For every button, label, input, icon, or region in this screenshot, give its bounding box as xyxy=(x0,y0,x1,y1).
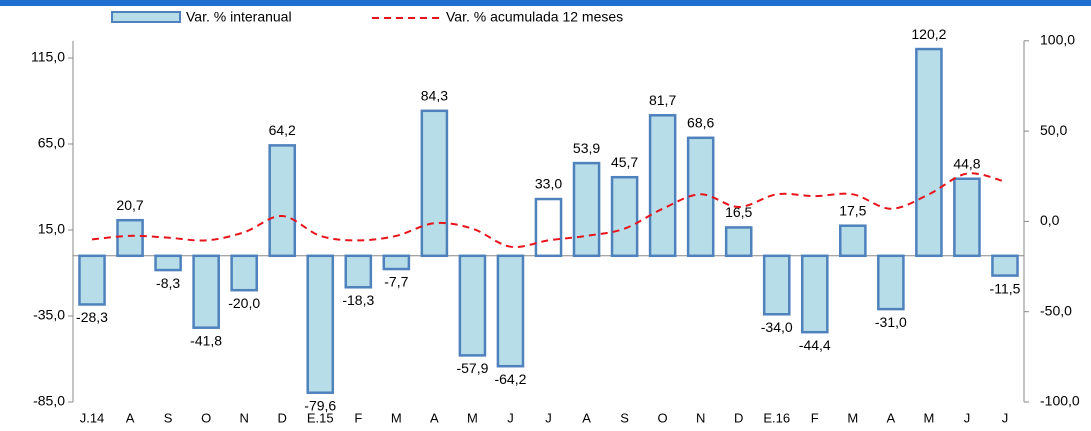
bar xyxy=(610,175,639,258)
value-label: 81,7 xyxy=(649,92,676,108)
bar xyxy=(839,224,867,258)
x-tick-label: M xyxy=(847,410,858,425)
x-tick-label: D xyxy=(278,410,287,425)
value-label: -18,3 xyxy=(342,292,374,308)
bar xyxy=(458,254,487,357)
x-tick-label: J.14 xyxy=(80,410,105,425)
bar xyxy=(154,254,182,272)
y2-tick-label: -50,0 xyxy=(1040,302,1072,318)
bar xyxy=(800,254,829,334)
bar xyxy=(572,161,601,258)
legend-label: Var. % interanual xyxy=(186,9,292,25)
value-label: 120,2 xyxy=(911,26,946,42)
bar xyxy=(534,197,563,258)
bar xyxy=(420,109,449,258)
bar xyxy=(915,47,943,258)
x-tick-label: J xyxy=(964,410,971,425)
y-tick-label: -85,0 xyxy=(33,393,65,409)
bar xyxy=(762,254,791,316)
y-tick-label: 15,0 xyxy=(38,221,65,237)
y2-tick-label: 100,0 xyxy=(1040,32,1075,48)
x-tick-label: A xyxy=(126,410,135,425)
bar xyxy=(306,254,335,394)
x-tick-label: A xyxy=(887,410,896,425)
line xyxy=(91,172,1006,249)
x-tick-label: S xyxy=(164,410,173,425)
legend-swatch xyxy=(111,11,181,23)
bar xyxy=(382,254,411,271)
x-tick-label: F xyxy=(354,410,362,425)
x-tick-label: A xyxy=(430,410,439,425)
value-label: -20,0 xyxy=(228,295,260,311)
bar xyxy=(344,254,373,289)
x-tick-label: O xyxy=(658,410,668,425)
x-tick-label: J xyxy=(545,410,552,425)
value-label: 20,7 xyxy=(116,197,143,213)
x-tick-label: E.16 xyxy=(763,410,790,425)
value-label: -44,4 xyxy=(799,337,831,353)
bar xyxy=(724,226,753,258)
x-tick-label: D xyxy=(734,410,743,425)
value-label: -11,5 xyxy=(990,280,1021,296)
x-tick-label: M xyxy=(391,410,402,425)
bar xyxy=(496,254,525,368)
value-label: -31,0 xyxy=(875,314,907,330)
bar xyxy=(230,254,258,292)
x-tick-label: S xyxy=(620,410,629,425)
y-tick-label: -35,0 xyxy=(33,307,65,323)
value-label: 68,6 xyxy=(687,115,714,131)
x-tick-label: E.15 xyxy=(307,410,334,425)
value-label: 16,5 xyxy=(725,204,752,220)
x-tick-label: J xyxy=(507,410,514,425)
value-label: -79,6 xyxy=(304,397,336,413)
bar xyxy=(116,218,144,258)
x-tick-label: O xyxy=(201,410,211,425)
value-label: 45,7 xyxy=(611,154,638,170)
x-tick-label: J xyxy=(1002,410,1009,425)
bar xyxy=(877,254,905,311)
y2-tick-label: 50,0 xyxy=(1040,122,1067,138)
value-label: 84,3 xyxy=(421,88,448,104)
bar xyxy=(648,114,677,258)
value-label: -7,7 xyxy=(384,274,408,290)
value-label: -8,3 xyxy=(156,275,180,291)
x-tick-label: F xyxy=(811,410,819,425)
bar xyxy=(686,136,715,258)
x-tick-label: N xyxy=(696,410,705,425)
x-tick-label: M xyxy=(923,410,934,425)
x-tick-label: A xyxy=(582,410,591,425)
value-label: 53,9 xyxy=(573,140,600,156)
value-label: -41,8 xyxy=(190,332,222,348)
legend-label: Var. % acumulada 12 meses xyxy=(446,9,623,25)
x-tick-label: M xyxy=(467,410,478,425)
value-label: 33,0 xyxy=(535,176,562,192)
value-label: 17,5 xyxy=(839,202,866,218)
bar xyxy=(268,144,297,258)
y-tick-label: 65,0 xyxy=(38,135,65,151)
value-label: 44,8 xyxy=(953,155,980,171)
bar xyxy=(991,254,1019,277)
value-label: 64,2 xyxy=(269,122,296,138)
bar xyxy=(192,254,220,329)
bar xyxy=(953,177,981,258)
bar xyxy=(78,254,106,306)
value-label: -57,9 xyxy=(456,360,488,376)
x-tick-label: N xyxy=(239,410,248,425)
y2-tick-label: -100,0 xyxy=(1040,393,1080,409)
value-label: -28,3 xyxy=(76,309,108,325)
y-tick-label: 115,0 xyxy=(31,49,65,65)
top-border xyxy=(0,0,1091,6)
value-label: -64,2 xyxy=(494,371,526,387)
y2-tick-label: 0,0 xyxy=(1040,212,1060,228)
value-label: -34,0 xyxy=(761,319,793,335)
